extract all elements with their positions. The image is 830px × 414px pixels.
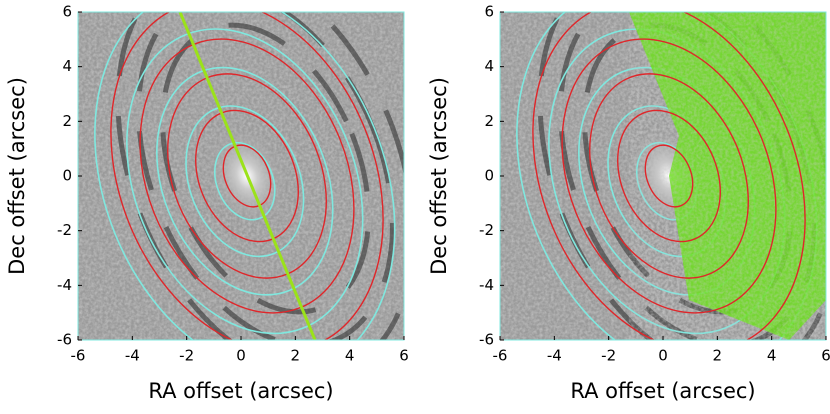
y-tick-label: -4 [57,276,72,294]
contour [126,28,364,335]
y-tick-label: -2 [479,221,494,239]
x-tick-label: 4 [345,347,355,365]
model-ellipse [617,109,721,243]
image-panel: -6 -4 -2 0 2 4 6 -6 -4 -2 0 2 4 6 RA offset (arcsec) De… [5,3,409,404]
y-tick-label: -6 [479,331,494,349]
model-ellipse [110,12,384,340]
y-axis-label: Dec offset (arcsec) [427,77,451,275]
x-tick-label: -6 [71,347,86,365]
y-tick-label: 4 [484,57,494,75]
x-tick-label: -6 [493,347,508,365]
contour [214,141,276,221]
x-tick-label: 2 [291,347,301,365]
contour [185,105,305,258]
model-ellipse [589,73,749,279]
x-tick-label: 4 [767,347,777,365]
x-axis-label: RA offset (arcsec) [148,379,333,403]
x-tick-label: 6 [821,347,830,365]
dark-arc [160,22,371,315]
model-ellipse [644,144,694,208]
contour [156,66,334,296]
y-tick-label: 6 [484,3,494,21]
model-ellipse [561,38,777,314]
y-tick-label: 0 [484,167,494,185]
x-tick-label: 0 [658,347,668,365]
x-tick-label: -4 [547,347,562,365]
x-tick-label: -4 [125,347,140,365]
y-tick-label: -6 [57,331,72,349]
y-tick-label: 0 [62,167,72,185]
y-tick-label: 2 [484,112,494,130]
x-tick-label: -2 [601,347,616,365]
y-tick-label: 2 [62,112,72,130]
x-tick-label: -2 [179,347,194,365]
y-tick-label: 4 [62,57,72,75]
y-tick-label: -4 [479,276,494,294]
y-tick-label: 6 [62,3,72,21]
contour [94,12,396,340]
axis-line-overlay [178,12,317,340]
x-tick-label: 6 [399,347,409,365]
model-ellipse [532,12,806,340]
y-axis-label: Dec offset (arcsec) [5,77,29,275]
image-content [500,12,826,340]
y-tick-label: -2 [57,221,72,239]
green-texture [629,12,826,340]
x-tick-label: 2 [713,347,723,365]
x-axis-label: RA offset (arcsec) [570,379,755,403]
dark-arc [136,12,395,340]
image-panel: -6 -4 -2 0 2 4 6 -6 -4 -2 0 2 4 6 RA offset (arcsec) De… [427,3,830,404]
image-content [78,12,404,340]
x-tick-label: 0 [236,347,246,365]
